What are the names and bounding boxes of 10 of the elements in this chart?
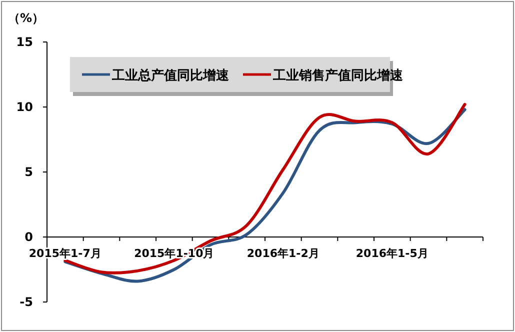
y-tick-label: -5 <box>20 295 33 309</box>
y-axis-title: （%） <box>8 11 44 25</box>
y-tick-label: 10 <box>16 100 33 114</box>
x-tick-label: 2016年1-5月 <box>356 247 428 260</box>
legend-label: 工业销售产值同比增速 <box>272 68 404 84</box>
legend-label: 工业总产值同比增速 <box>111 68 230 84</box>
y-tick-label: 15 <box>16 35 33 49</box>
y-tick-label: 0 <box>24 230 33 244</box>
y-tick-label: 5 <box>24 165 33 179</box>
x-tick-label: 2016年1-2月 <box>246 247 320 260</box>
